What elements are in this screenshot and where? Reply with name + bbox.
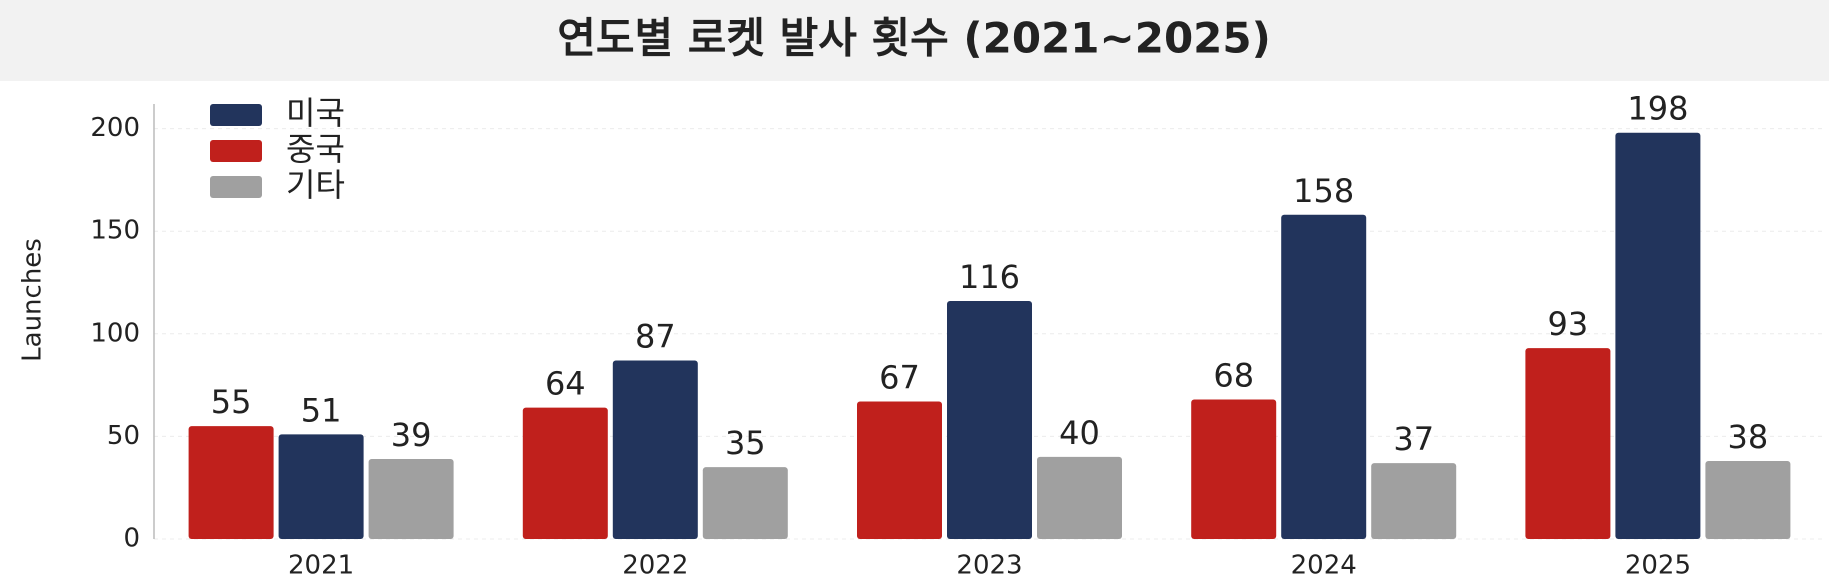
value-label: 158: [1293, 172, 1354, 210]
value-label: 39: [391, 416, 432, 454]
value-label: 87: [635, 317, 676, 355]
legend-label: 미국: [286, 94, 345, 132]
value-label: 198: [1627, 90, 1688, 128]
value-label: 40: [1059, 414, 1100, 452]
value-label: 55: [211, 383, 252, 421]
bar: [857, 401, 942, 539]
legend-swatch: [210, 140, 262, 162]
chart-title: 연도별 로켓 발사 횟수 (2021~2025): [557, 14, 1271, 63]
value-label: 64: [545, 365, 586, 403]
title-bar: [0, 0, 1829, 81]
legend-swatch: [210, 176, 262, 198]
bar: [1037, 456, 1122, 539]
y-tick-label: 150: [90, 216, 140, 246]
bar: [278, 434, 364, 539]
bar: [947, 300, 1032, 539]
bar: [612, 360, 698, 539]
y-tick-label: 0: [123, 524, 140, 554]
bar: [522, 407, 608, 539]
value-label: 38: [1728, 418, 1769, 456]
legend-label: 기타: [286, 166, 345, 204]
legend-label: 중국: [286, 130, 345, 168]
value-label: 68: [1213, 356, 1254, 394]
value-label: 93: [1548, 305, 1589, 343]
bar: [368, 458, 454, 539]
value-label: 67: [879, 359, 920, 397]
bar: [1525, 348, 1611, 539]
x-tick-label: 2024: [1291, 551, 1357, 580]
y-tick-label: 200: [90, 113, 140, 143]
y-tick-label: 50: [107, 421, 140, 451]
bar: [1705, 461, 1791, 539]
bar: [1615, 132, 1701, 539]
bar: [702, 467, 788, 539]
bar: [1281, 214, 1367, 539]
bar: [1191, 399, 1277, 539]
x-tick-label: 2023: [956, 551, 1022, 580]
y-tick-label: 100: [90, 318, 140, 348]
bar: [1371, 463, 1457, 539]
value-label: 51: [301, 391, 342, 429]
x-tick-label: 2025: [1625, 551, 1691, 580]
value-label: 116: [959, 258, 1020, 296]
legend-swatch: [210, 104, 262, 126]
value-label: 35: [725, 424, 766, 462]
y-axis-label: Launches: [18, 238, 48, 362]
x-tick-label: 2022: [622, 551, 688, 580]
value-label: 37: [1393, 420, 1434, 458]
bar: [188, 426, 274, 539]
x-tick-label: 2021: [288, 551, 354, 580]
